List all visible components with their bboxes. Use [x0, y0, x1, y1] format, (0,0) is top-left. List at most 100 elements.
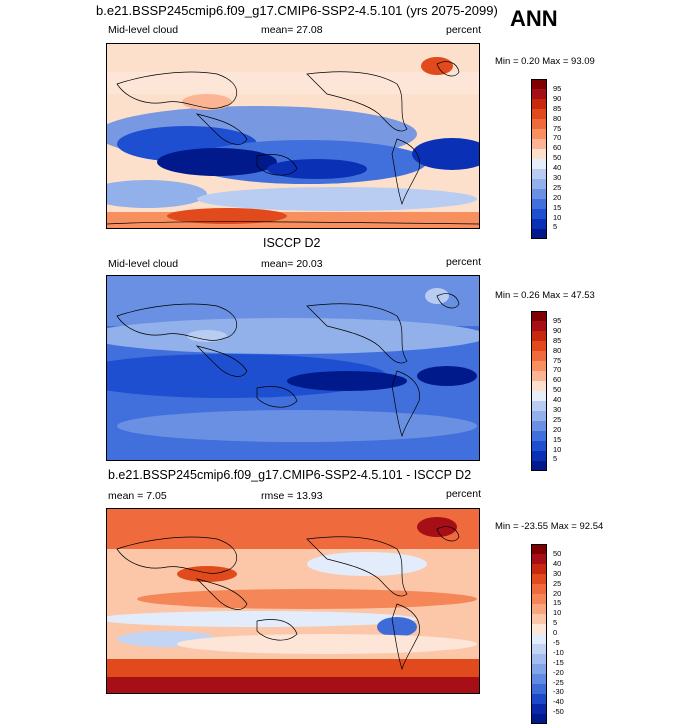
panel3-colorbar-labels: 50 40 30 25 20 15 10 5 0 -5 -10 -15 -20 -25 -30 -40 -50 [553, 549, 564, 717]
colorbar-tick-label: 50 [553, 549, 562, 558]
colorbar-tick-label: -10 [553, 647, 564, 657]
colorbar-tick-label: 20 [553, 424, 562, 434]
colorbar-swatch [531, 554, 547, 564]
colorbar-tick-label: 5 [553, 222, 558, 232]
colorbar-tick-label: 25 [553, 182, 562, 192]
colorbar-swatch [531, 99, 547, 109]
colorbar-tick-label: 85 [553, 103, 562, 113]
colorbar-tick-label: 10 [553, 608, 562, 618]
colorbar-swatch [531, 391, 547, 401]
colorbar-swatch [531, 411, 547, 421]
colorbar-tick-label: -30 [553, 687, 564, 697]
panel2-colorbar [531, 311, 547, 471]
colorbar-tick-label: 0 [553, 628, 558, 638]
colorbar-swatch [531, 594, 547, 604]
panel3-title: b.e21.BSSP245cmip6.f09_g17.CMIP6-SSP2-4.… [108, 468, 472, 482]
colorbar-tick-label: 90 [553, 93, 562, 103]
colorbar-tick-label: -40 [553, 697, 564, 707]
colorbar-tick-label: 30 [553, 405, 562, 415]
colorbar-swatch [531, 421, 547, 431]
panel1-mean: mean= 27.08 [261, 24, 323, 36]
colorbar-swatch [531, 381, 547, 391]
colorbar-swatch [531, 684, 547, 694]
colorbar-swatch [531, 331, 547, 341]
panel1-map [106, 43, 480, 229]
panel1-minmax: Min = 0.20 Max = 93.09 [495, 56, 595, 67]
panel1-units: percent [446, 24, 482, 36]
colorbar-tick-label: 10 [553, 444, 562, 454]
colorbar-swatch [531, 341, 547, 351]
colorbar-swatch [531, 311, 547, 321]
colorbar-tick-label: 10 [553, 212, 562, 222]
colorbar-tick-label: 5 [553, 618, 558, 628]
colorbar-tick-label: 5 [553, 454, 558, 464]
colorbar-swatch [531, 129, 547, 139]
panel1-colorbar-labels: 95 90 85 80 75 70 60 50 40 30 25 20 15 10 5 [553, 84, 561, 232]
colorbar-tick-label: -15 [553, 657, 564, 667]
panel3-mean: mean = 7.05 [108, 490, 167, 502]
figure-title: b.e21.BSSP245cmip6.f09_g17.CMIP6-SSP2-4.… [96, 3, 498, 18]
colorbar-tick-label: 30 [553, 568, 562, 578]
colorbar-swatch [531, 584, 547, 594]
colorbar-tick-label: 70 [553, 365, 562, 375]
colorbar-swatch [531, 189, 547, 199]
panel1-variable-label: Mid-level cloud [108, 24, 179, 36]
colorbar-tick-label: 95 [553, 316, 562, 325]
colorbar-swatch [531, 361, 547, 371]
colorbar-swatch [531, 644, 547, 654]
colorbar-tick-label: 75 [553, 123, 562, 133]
colorbar-tick-label: -20 [553, 667, 564, 677]
colorbar-tick-label: 15 [553, 434, 562, 444]
panel3-units: percent [446, 488, 482, 500]
colorbar-tick-label: 20 [553, 588, 562, 598]
colorbar-tick-label: 15 [553, 598, 562, 608]
colorbar-swatch [531, 714, 547, 724]
colorbar-swatch [531, 614, 547, 624]
colorbar-swatch [531, 139, 547, 149]
colorbar-swatch [531, 624, 547, 634]
colorbar-tick-label: 70 [553, 133, 562, 143]
colorbar-swatch [531, 169, 547, 179]
colorbar-swatch [531, 604, 547, 614]
colorbar-swatch [531, 89, 547, 99]
colorbar-swatch [531, 574, 547, 584]
colorbar-tick-label: 85 [553, 335, 562, 345]
colorbar-tick-label: 60 [553, 143, 562, 153]
colorbar-tick-label: 40 [553, 395, 562, 405]
colorbar-swatch [531, 219, 547, 229]
panel2-minmax: Min = 0.26 Max = 47.53 [495, 290, 595, 301]
colorbar-swatch [531, 179, 547, 189]
panel2-mean: mean= 20.03 [261, 258, 323, 270]
season-label: ANN [510, 6, 558, 31]
colorbar-tick-label: 30 [553, 173, 562, 183]
panel2-title: ISCCP D2 [263, 236, 321, 250]
colorbar-swatch [531, 451, 547, 461]
colorbar-tick-label: 25 [553, 578, 562, 588]
panel3-map [106, 508, 480, 694]
colorbar-tick-label: 40 [553, 163, 562, 173]
colorbar-swatch [531, 401, 547, 411]
colorbar-tick-label: 75 [553, 355, 562, 365]
colorbar-swatch [531, 664, 547, 674]
colorbar-swatch [531, 674, 547, 684]
colorbar-swatch [531, 149, 547, 159]
colorbar-tick-label: 60 [553, 375, 562, 385]
colorbar-swatch [531, 79, 547, 89]
panel2-map [106, 275, 480, 461]
colorbar-tick-label: 50 [553, 385, 562, 395]
panel2-colorbar-labels: 95 90 85 80 75 70 60 50 40 30 25 20 15 10 5 [553, 316, 561, 464]
colorbar-swatch [531, 654, 547, 664]
panel2-units: percent [446, 256, 482, 268]
panel3-rmse: rmse = 13.93 [261, 490, 323, 502]
colorbar-swatch [531, 321, 547, 331]
panel1-colorbar [531, 79, 547, 239]
colorbar-swatch [531, 431, 547, 441]
colorbar-swatch [531, 351, 547, 361]
colorbar-tick-label: 15 [553, 202, 562, 212]
panel3-minmax: Min = -23.55 Max = 92.54 [495, 521, 604, 532]
colorbar-swatch [531, 371, 547, 381]
panel2-variable-label: Mid-level cloud [108, 258, 179, 270]
colorbar-swatch [531, 564, 547, 574]
colorbar-swatch [531, 634, 547, 644]
colorbar-swatch [531, 119, 547, 129]
